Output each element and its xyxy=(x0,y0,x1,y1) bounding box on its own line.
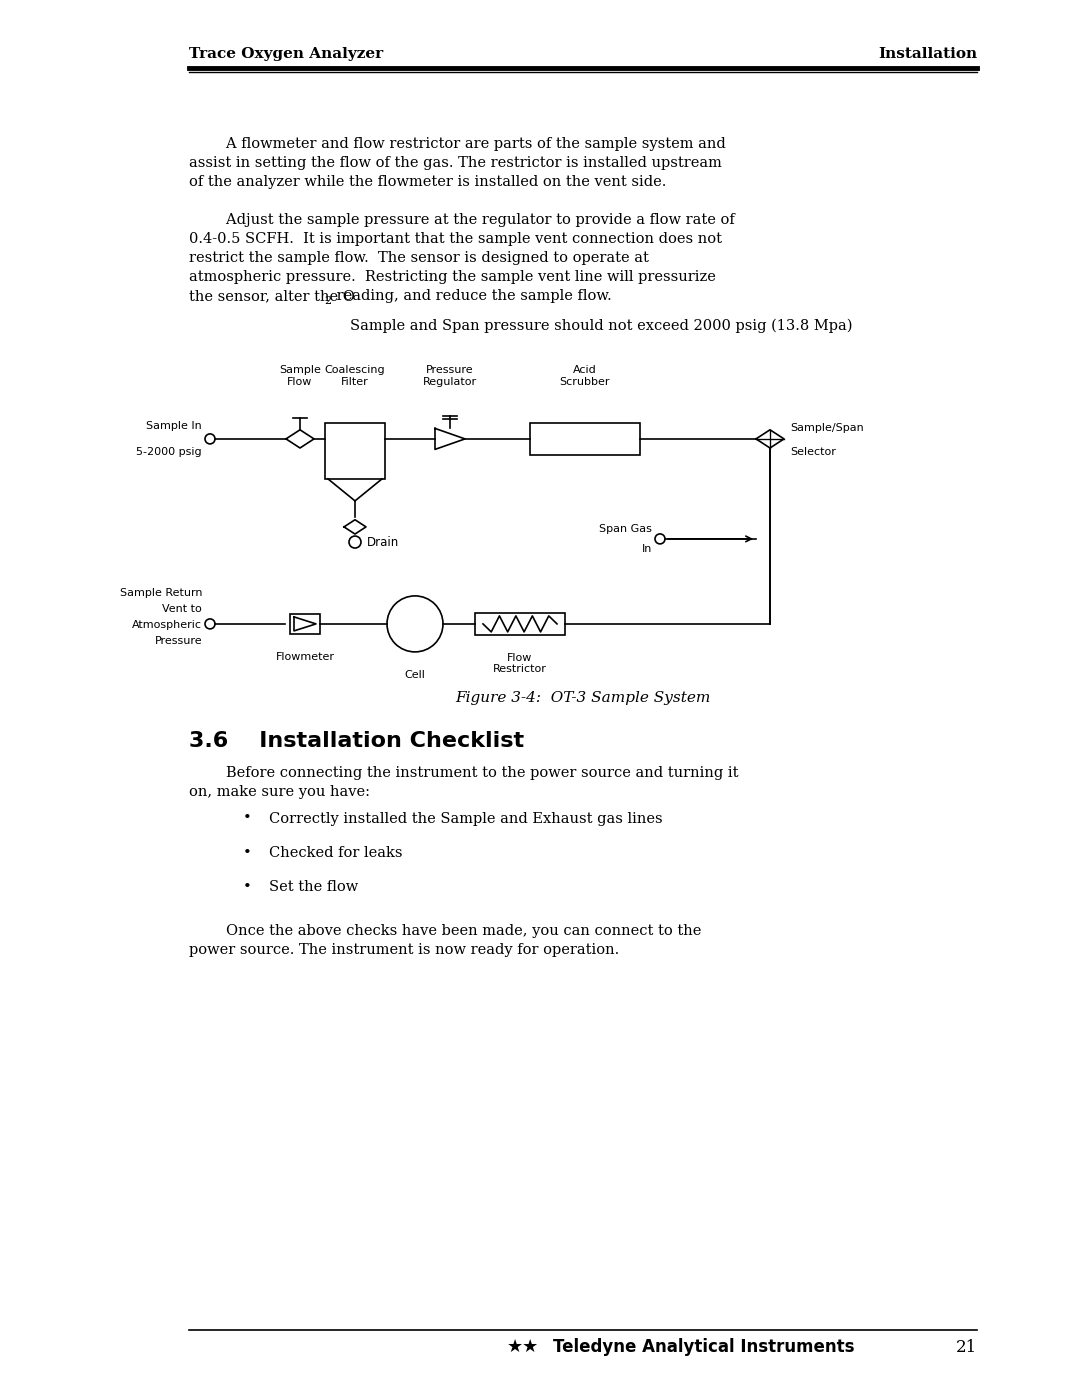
Text: Sample/Span: Sample/Span xyxy=(789,423,864,433)
Text: Trace Oxygen Analyzer: Trace Oxygen Analyzer xyxy=(189,47,383,61)
Text: Sample Return: Sample Return xyxy=(120,588,202,598)
Text: 0.4-0.5 SCFH.  It is important that the sample vent connection does not: 0.4-0.5 SCFH. It is important that the s… xyxy=(189,232,723,246)
Text: •: • xyxy=(243,880,252,894)
Text: restrict the sample flow.  The sensor is designed to operate at: restrict the sample flow. The sensor is … xyxy=(189,251,649,265)
Text: Sample and Span pressure should not exceed 2000 psig (13.8 Mpa): Sample and Span pressure should not exce… xyxy=(313,319,853,334)
Text: Flow
Restrictor: Flow Restrictor xyxy=(494,652,546,675)
Text: Cell: Cell xyxy=(405,671,426,680)
Text: Installation: Installation xyxy=(878,47,977,61)
Text: Once the above checks have been made, you can connect to the: Once the above checks have been made, yo… xyxy=(189,923,701,937)
Text: In: In xyxy=(642,543,652,553)
Text: Flowmeter: Flowmeter xyxy=(275,652,335,662)
Text: Pressure
Regulator: Pressure Regulator xyxy=(423,365,477,387)
Bar xyxy=(475,613,565,634)
Text: Span Gas: Span Gas xyxy=(599,524,652,534)
Text: Checked for leaks: Checked for leaks xyxy=(269,845,403,859)
Text: Acid
Scrubber: Acid Scrubber xyxy=(559,365,610,387)
Text: Atmospheric: Atmospheric xyxy=(132,620,202,630)
Text: 21: 21 xyxy=(956,1338,977,1356)
Text: A flowmeter and flow restrictor are parts of the sample system and: A flowmeter and flow restrictor are part… xyxy=(189,137,726,151)
Text: the sensor, alter the O: the sensor, alter the O xyxy=(189,289,355,303)
Text: Coalescing
Filter: Coalescing Filter xyxy=(325,365,386,387)
Text: of the analyzer while the flowmeter is installed on the vent side.: of the analyzer while the flowmeter is i… xyxy=(189,175,666,189)
Text: Drain: Drain xyxy=(367,535,400,549)
Text: •: • xyxy=(243,812,252,826)
Text: Sample
Flow: Sample Flow xyxy=(279,365,321,387)
Text: Correctly installed the Sample and Exhaust gas lines: Correctly installed the Sample and Exhau… xyxy=(269,812,663,826)
Text: Selector: Selector xyxy=(789,447,836,457)
Text: on, make sure you have:: on, make sure you have: xyxy=(189,785,370,799)
Text: Set the flow: Set the flow xyxy=(269,880,359,894)
Text: reading, and reduce the sample flow.: reading, and reduce the sample flow. xyxy=(332,289,611,303)
Text: Adjust the sample pressure at the regulator to provide a flow rate of: Adjust the sample pressure at the regula… xyxy=(189,212,734,226)
Text: Teledyne Analytical Instruments: Teledyne Analytical Instruments xyxy=(553,1338,854,1356)
Text: assist in setting the flow of the gas. The restrictor is installed upstream: assist in setting the flow of the gas. T… xyxy=(189,156,721,170)
Bar xyxy=(291,613,320,634)
Bar xyxy=(325,423,384,479)
Text: •: • xyxy=(243,845,252,859)
Bar xyxy=(530,423,640,455)
Text: ★★: ★★ xyxy=(508,1338,539,1356)
Text: Vent to: Vent to xyxy=(162,604,202,613)
Text: 5-2000 psig: 5-2000 psig xyxy=(136,447,202,457)
Text: Figure 3-4:  OT-3 Sample System: Figure 3-4: OT-3 Sample System xyxy=(456,692,711,705)
Text: 2: 2 xyxy=(325,296,332,306)
Text: Sample In: Sample In xyxy=(146,420,202,430)
Text: 3.6    Installation Checklist: 3.6 Installation Checklist xyxy=(189,731,524,752)
Text: Before connecting the instrument to the power source and turning it: Before connecting the instrument to the … xyxy=(189,766,739,780)
Text: Pressure: Pressure xyxy=(154,636,202,645)
Text: power source. The instrument is now ready for operation.: power source. The instrument is now read… xyxy=(189,943,619,957)
Text: atmospheric pressure.  Restricting the sample vent line will pressurize: atmospheric pressure. Restricting the sa… xyxy=(189,270,716,284)
